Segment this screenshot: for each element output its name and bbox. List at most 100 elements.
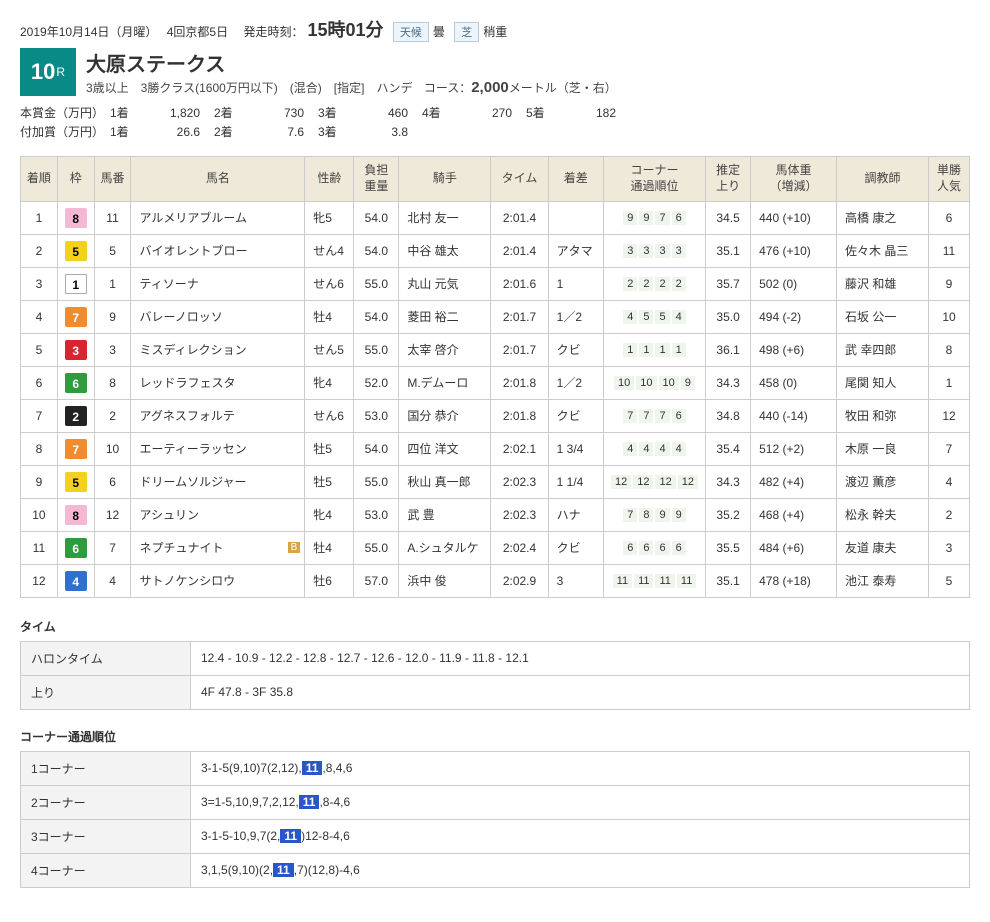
- cell-order: 7: [21, 399, 58, 432]
- prize-place: 2着: [214, 123, 254, 142]
- corner-value: 3,1,5(9,10)(2,11,7)(12,8)-4,6: [191, 853, 970, 887]
- col-header: 枠: [57, 157, 94, 201]
- weather-label: 天候: [393, 22, 429, 42]
- cell-waku: 1: [57, 267, 94, 300]
- cell-waku: 6: [57, 531, 94, 564]
- cell-horsename: アシュリン: [131, 498, 305, 531]
- cell-corners: 7776: [603, 399, 705, 432]
- corner-value: 3=1-5,10,9,7,2,12,11,8-4,6: [191, 785, 970, 819]
- cell-corners: 12121212: [603, 465, 705, 498]
- cell-agari: 34.3: [706, 366, 751, 399]
- waku-badge: 6: [65, 538, 87, 558]
- cell-time: 2:01.4: [491, 234, 548, 267]
- cell-body: 440 (-14): [751, 399, 837, 432]
- corner-pos: 7: [655, 409, 669, 423]
- corner-label: 4コーナー: [21, 853, 191, 887]
- cell-agari: 35.4: [706, 432, 751, 465]
- turf-condition: 稍重: [483, 25, 507, 39]
- course-distance: 2,000: [471, 79, 509, 96]
- time-row: 上り4F 47.8 - 3F 35.8: [21, 675, 970, 709]
- weather: 曇: [433, 25, 445, 39]
- cell-num: 3: [94, 333, 131, 366]
- corner-pos: 9: [639, 211, 653, 225]
- cell-waku: 8: [57, 498, 94, 531]
- table-row: 255バイオレントブローせん454.0中谷 雄太2:01.4アタマ333335.…: [21, 234, 970, 267]
- horse-name: ネプチュナイト: [139, 539, 223, 556]
- cell-waku: 7: [57, 300, 94, 333]
- cell-time: 2:02.4: [491, 531, 548, 564]
- corner-pos: 1: [672, 343, 686, 357]
- cell-horsename: バレーノロッソ: [131, 300, 305, 333]
- cell-weight: 54.0: [354, 201, 399, 234]
- cell-time: 2:01.6: [491, 267, 548, 300]
- cell-trainer: 牧田 和弥: [836, 399, 928, 432]
- cell-sexage: せん6: [305, 399, 354, 432]
- prize-add-row: 付加賞（万円）1着26.62着7.63着3.8: [20, 123, 970, 142]
- race-r: R: [56, 65, 65, 79]
- corner-pos: 11: [634, 574, 653, 588]
- corner-pos: 12: [633, 475, 653, 489]
- cell-trainer: 渡辺 薫彦: [836, 465, 928, 498]
- results-header-row: 着順枠馬番馬名性齢負担重量騎手タイム着差コーナー通過順位推定上り馬体重（増減）調…: [21, 157, 970, 201]
- race-sub-text: 3歳以上 3勝クラス(1600万円以下) (混合) [指定] ハンデ: [86, 81, 412, 95]
- cell-corners: 1111: [603, 333, 705, 366]
- corner-pos: 11: [677, 574, 696, 588]
- corner-pos: 4: [672, 442, 686, 456]
- corner-pos: 6: [655, 541, 669, 555]
- cell-jockey: 丸山 元気: [399, 267, 491, 300]
- corner-pos: 5: [639, 310, 653, 324]
- horse-name: ミスディレクション: [139, 341, 246, 358]
- cell-weight: 57.0: [354, 564, 399, 597]
- table-row: 668レッドラフェスタ牝452.0M.デムーロ2:01.81／210101093…: [21, 366, 970, 399]
- waku-badge: 7: [65, 439, 87, 459]
- corner-pos: 7: [623, 508, 637, 522]
- time-value: 4F 47.8 - 3F 35.8: [191, 675, 970, 709]
- cell-pop: 5: [929, 564, 970, 597]
- corner-pos: 1: [655, 343, 669, 357]
- prize-label: 付加賞（万円）: [20, 123, 110, 142]
- table-row: 533ミスディレクションせん555.0太宰 啓介2:01.7クビ111136.1…: [21, 333, 970, 366]
- cell-body: 458 (0): [751, 366, 837, 399]
- table-row: 956ドリームソルジャー牡555.0秋山 真一郎2:02.31 1/412121…: [21, 465, 970, 498]
- cell-body: 502 (0): [751, 267, 837, 300]
- cell-sexage: 牝5: [305, 201, 354, 234]
- cell-order: 10: [21, 498, 58, 531]
- corner-pos: 7: [639, 409, 653, 423]
- cell-trainer: 友道 康夫: [836, 531, 928, 564]
- cell-corners: 3333: [603, 234, 705, 267]
- cell-body: 512 (+2): [751, 432, 837, 465]
- corner-pos: 1: [639, 343, 653, 357]
- cell-pop: 4: [929, 465, 970, 498]
- cell-weight: 52.0: [354, 366, 399, 399]
- corner-pos: 9: [672, 508, 686, 522]
- corner-row: 2コーナー3=1-5,10,9,7,2,12,11,8-4,6: [21, 785, 970, 819]
- cell-margin: 1 3/4: [548, 432, 603, 465]
- cell-time: 2:01.4: [491, 201, 548, 234]
- waku-badge: 3: [65, 340, 87, 360]
- corner-pos: 11: [655, 574, 674, 588]
- race-number: 10: [31, 59, 55, 85]
- cell-sexage: 牝4: [305, 498, 354, 531]
- corner-highlight: 11: [302, 761, 323, 775]
- cell-jockey: 四位 洋文: [399, 432, 491, 465]
- waku-badge: 8: [65, 208, 87, 228]
- corner-pos: 6: [672, 409, 686, 423]
- cell-order: 1: [21, 201, 58, 234]
- corner-pos: 2: [655, 277, 669, 291]
- cell-trainer: 武 幸四郎: [836, 333, 928, 366]
- cell-agari: 35.1: [706, 564, 751, 597]
- cell-jockey: M.デムーロ: [399, 366, 491, 399]
- cell-waku: 7: [57, 432, 94, 465]
- cell-weight: 54.0: [354, 300, 399, 333]
- race-conditions: 3歳以上 3勝クラス(1600万円以下) (混合) [指定] ハンデ コース：2…: [86, 79, 617, 96]
- time-label: 上り: [21, 675, 191, 709]
- cell-weight: 54.0: [354, 432, 399, 465]
- corner-label: 2コーナー: [21, 785, 191, 819]
- prize-place: 5着: [526, 104, 566, 123]
- cell-body: 478 (+18): [751, 564, 837, 597]
- cell-trainer: 藤沢 和雄: [836, 267, 928, 300]
- cell-order: 9: [21, 465, 58, 498]
- time-value: 12.4 - 10.9 - 12.2 - 12.8 - 12.7 - 12.6 …: [191, 641, 970, 675]
- cell-corners: 4444: [603, 432, 705, 465]
- col-header: 調教師: [836, 157, 928, 201]
